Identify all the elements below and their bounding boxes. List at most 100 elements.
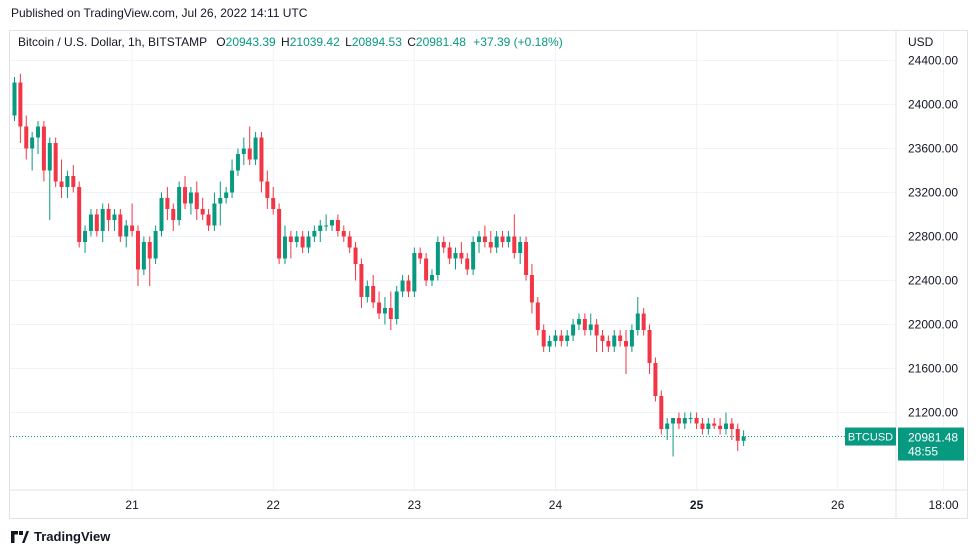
candle-body — [330, 220, 335, 226]
candle — [12, 77, 17, 121]
candle-body — [165, 198, 170, 209]
candle-body — [83, 231, 88, 242]
candle — [341, 225, 346, 242]
candle-body — [371, 286, 376, 303]
last-price-value: 20981.48 — [908, 431, 958, 445]
candle-body — [494, 236, 499, 248]
candle-body — [41, 126, 46, 171]
candle — [88, 209, 93, 237]
candle — [83, 225, 88, 253]
open-label: O — [216, 35, 226, 49]
candle — [165, 187, 170, 220]
tradingview-footer[interactable]: TradingView — [11, 529, 110, 544]
high-label: H — [281, 35, 290, 49]
candle — [224, 187, 229, 204]
change-value: +37.39 (+0.18%) — [473, 35, 563, 49]
candle — [529, 264, 534, 314]
candle — [500, 231, 505, 248]
candle — [112, 209, 117, 231]
candle-body — [141, 242, 146, 270]
candle-body — [429, 275, 434, 281]
candle — [306, 231, 311, 253]
candle — [188, 187, 193, 215]
candle — [541, 324, 546, 352]
chart-frame[interactable] — [9, 30, 968, 519]
candle-body — [312, 231, 317, 237]
high-value: 21039.42 — [289, 35, 340, 49]
candle-body — [641, 313, 646, 330]
candle — [629, 324, 634, 352]
candle — [259, 132, 264, 193]
candle — [200, 198, 205, 220]
candle-body — [230, 170, 235, 193]
candle-body — [418, 253, 423, 259]
candle-body — [488, 242, 493, 248]
y-tick-label: 21200.00 — [908, 406, 958, 420]
candle — [506, 231, 511, 248]
low-label: L — [345, 35, 352, 49]
symbol-name: Bitcoin / U.S. Dollar, 1h, BITSTAMP — [18, 35, 207, 49]
candle-body — [512, 236, 517, 253]
candle — [641, 308, 646, 336]
candle-body — [30, 137, 35, 149]
candle — [194, 181, 199, 220]
candle-body — [94, 214, 99, 231]
candle — [324, 214, 329, 231]
candle-body — [282, 236, 287, 259]
candle — [365, 280, 370, 303]
candle-body — [88, 214, 93, 231]
x-tick-label: 24 — [549, 498, 563, 512]
candle — [435, 236, 440, 281]
candle-body — [459, 253, 464, 259]
candle-body — [647, 330, 652, 363]
candle — [230, 159, 235, 198]
candle-body — [271, 198, 276, 209]
candle — [241, 137, 246, 165]
candle-body — [318, 225, 323, 231]
candle — [565, 330, 570, 347]
y-tick-label: 23600.00 — [908, 142, 958, 156]
candle — [429, 269, 434, 286]
candle-body — [118, 214, 123, 237]
candle-body — [77, 187, 82, 242]
candle — [653, 357, 658, 402]
candle — [247, 126, 252, 165]
x-tick-label: 26 — [831, 498, 845, 512]
candle-body — [700, 423, 705, 429]
candle — [635, 297, 640, 336]
candle-body — [130, 225, 135, 231]
candle — [235, 148, 240, 176]
candle — [488, 231, 493, 253]
candle-body — [676, 418, 681, 424]
candle-body — [288, 236, 293, 242]
candle-body — [24, 126, 29, 149]
candle-body — [635, 313, 640, 330]
low-value: 20894.53 — [351, 35, 402, 49]
tradingview-logo-icon — [11, 530, 29, 543]
candle — [682, 412, 687, 429]
candle-body — [347, 236, 352, 248]
candle-body — [171, 209, 176, 220]
candle — [735, 423, 740, 451]
candle-body — [377, 302, 382, 314]
x-tick-label: 22 — [267, 498, 281, 512]
symbol-legend[interactable]: Bitcoin / U.S. Dollar, 1h, BITSTAMP O209… — [18, 35, 563, 49]
candle-body — [588, 324, 593, 330]
candle-body — [53, 143, 58, 182]
candle — [377, 291, 382, 319]
candle — [106, 203, 111, 231]
candles — [12, 73, 746, 457]
candle — [147, 236, 152, 286]
candle — [671, 418, 676, 457]
candle-body — [594, 324, 599, 336]
last-price-tag — [898, 427, 964, 461]
candle-body — [47, 143, 52, 171]
y-tick-label: 24400.00 — [908, 54, 958, 68]
candle — [729, 418, 734, 440]
candle — [512, 214, 517, 259]
candle-body — [365, 286, 370, 297]
candle-body — [571, 324, 576, 336]
candle — [441, 236, 446, 253]
candle — [253, 132, 258, 165]
